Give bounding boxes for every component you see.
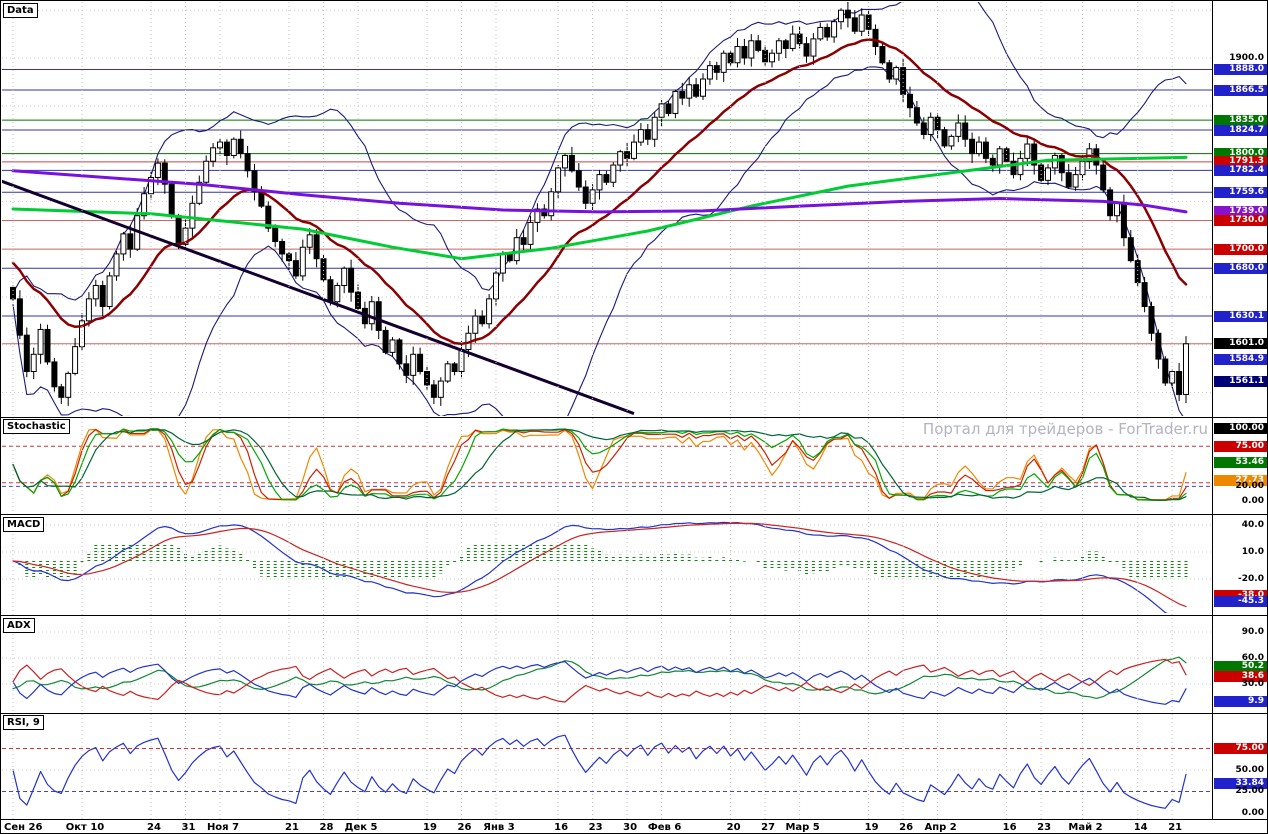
stochastic-scale-label: 53.46: [1214, 456, 1267, 468]
price-scale-label: 1584.9: [1214, 353, 1267, 365]
bollinger-upper: [12, 2, 1187, 301]
price-scale-label: 1888.0: [1214, 64, 1267, 75]
stochastic-scale-label: 27.73: [1214, 475, 1267, 487]
adx-scale-label: 90.0: [1241, 626, 1264, 637]
x-axis-label: 19: [864, 822, 879, 833]
stochastic-line: [12, 428, 1187, 501]
x-axis-label: 28: [319, 822, 334, 833]
macd-scale-label: -45.3: [1214, 596, 1267, 608]
panel-title-data: Data: [3, 3, 38, 18]
price-scale-label: 1835.0: [1214, 114, 1267, 126]
x-axis-label: 21: [1168, 822, 1183, 833]
x-axis-label: 16: [1002, 822, 1017, 833]
rsi-line: [12, 734, 1187, 809]
macd-histogram: [18, 543, 1188, 579]
x-axis-label: 23: [588, 822, 603, 833]
price-scale-label: 1739.0: [1214, 206, 1267, 218]
stochastic-scale-label: 0.00: [1241, 495, 1264, 506]
price-scale-label: 1759.6: [1214, 186, 1267, 198]
price-scale-label: 1680.0: [1214, 262, 1267, 274]
stochastic-scale-label: 20.00: [1235, 480, 1264, 491]
adx-scale-label: 9.9: [1214, 695, 1267, 707]
rsi-panel: [2, 734, 1212, 809]
panel-title-rsi: RSI, 9: [3, 715, 44, 730]
time-axis[interactable]: Сен 26 Окт 10 24 31 Ноя 7 21 28 Дек 5 19 26 Янв 3 1…: [1, 821, 1212, 833]
adx-scale-label: 30.0: [1241, 678, 1264, 689]
price-scale-label: 1824.7: [1214, 124, 1267, 136]
x-axis-label: Сен 26: [4, 822, 43, 833]
price-scale-label: 1730.0: [1214, 215, 1267, 226]
rsi-scale-label: 25.00: [1235, 786, 1264, 796]
x-axis-label: Ноя 7: [206, 822, 240, 833]
macd-scale-label: -20.0: [1238, 573, 1264, 584]
main-panel: [1, 2, 1212, 416]
panel-title-adx: ADX: [3, 618, 35, 633]
x-axis-label: Окт 10: [65, 822, 105, 833]
adx-scale-label: 50.2: [1214, 661, 1267, 672]
stochastic-scale-label: 75.00: [1214, 440, 1267, 452]
macd-scale-label: 40.0: [1241, 519, 1264, 530]
stochastic-line: [12, 428, 1187, 501]
candlestick-series: [10, 2, 1189, 406]
watermark: Портал для трейдеров - ForTrader.ru: [922, 420, 1208, 438]
plus-di-line: [12, 661, 1187, 705]
x-axis-label: 27: [761, 822, 776, 833]
x-axis-label: 24: [147, 822, 161, 833]
rsi-scale-label: 0.00: [1241, 807, 1264, 818]
stoch-panel: [2, 428, 1212, 501]
x-axis-label: 30: [623, 822, 638, 833]
descending-trendline[interactable]: [1, 179, 635, 415]
price-scale-label: 1561.1: [1214, 376, 1267, 388]
x-axis-label: Май 2: [1068, 822, 1103, 833]
rsi-scale-label: 75.00: [1214, 743, 1267, 754]
bollinger-lower: [12, 66, 1184, 416]
rsi-scale-label: 33.84: [1214, 778, 1267, 790]
rsi-scale-label: 50.00: [1235, 764, 1264, 775]
ma-lime: [11, 155, 1188, 261]
x-axis-label: 31: [181, 822, 196, 833]
price-scale-label: 1800.0: [1214, 148, 1267, 160]
panel-title-macd: MACD: [3, 517, 45, 532]
adx-line: [12, 656, 1187, 699]
x-axis-label: 26: [457, 822, 472, 833]
ma-purple: [11, 169, 1188, 214]
x-axis-label: Янв 3: [483, 822, 515, 833]
x-axis-label: Апр 2: [924, 822, 957, 833]
x-axis-label: 20: [726, 822, 741, 833]
x-axis-label: 14: [1133, 822, 1148, 833]
adx-scale-label: 38.6: [1214, 671, 1267, 682]
adx-scale-label: 60.0: [1241, 652, 1264, 663]
x-axis-label: 23: [1037, 822, 1052, 833]
macd-signal-line: [12, 522, 1187, 608]
macd-line: [12, 521, 1168, 613]
x-axis-label: Мар 5: [785, 822, 820, 833]
x-axis-label: 19: [423, 822, 437, 833]
price-scale-label: 1900.0: [1229, 52, 1264, 63]
stochastic-scale-label: 100.00: [1214, 422, 1267, 434]
x-axis-label: 16: [554, 822, 569, 833]
adx-panel: [2, 631, 1212, 705]
x-axis-label: Фев 6: [647, 822, 682, 833]
price-scale-label: 1782.4: [1214, 164, 1267, 176]
smoothed-ma-dark-red: [11, 38, 1188, 346]
stochastic-line: [12, 428, 1187, 501]
macd-scale-label: 10.0: [1241, 546, 1264, 557]
price-scale-label: 1791.3: [1214, 156, 1267, 168]
x-axis-label: 21: [285, 822, 299, 833]
price-scale-label: 1630.1: [1214, 310, 1267, 322]
price-scale-label: 1866.5: [1214, 84, 1267, 96]
panel-title-stochastic: Stochastic: [3, 419, 70, 434]
price-scale-label: 1601.0: [1214, 338, 1267, 350]
macd-panel: [2, 521, 1212, 613]
stochastic-line: [12, 428, 1187, 501]
macd-scale-label: -38.0: [1214, 589, 1267, 601]
price-scale-label: 1700.0: [1214, 243, 1267, 255]
minus-di-line: [12, 658, 1187, 703]
x-axis-label: Дек 5: [344, 822, 378, 833]
x-axis-label: 26: [899, 822, 914, 833]
